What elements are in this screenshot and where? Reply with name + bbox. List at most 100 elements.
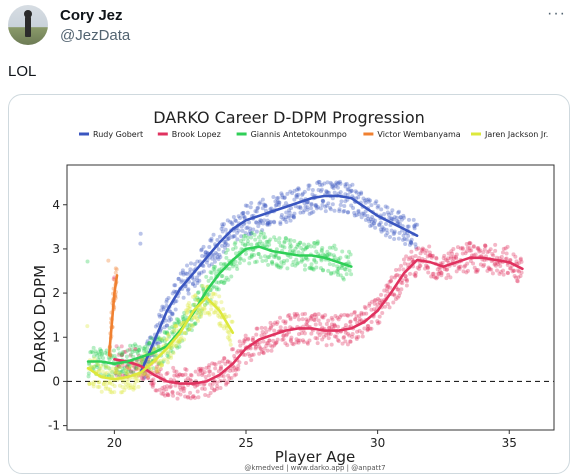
scatter-point bbox=[306, 318, 311, 323]
scatter-point bbox=[313, 322, 318, 327]
scatter-point bbox=[165, 393, 170, 398]
scatter-point bbox=[161, 388, 166, 393]
scatter-point bbox=[299, 259, 304, 264]
legend-label: Brook Lopez bbox=[172, 130, 221, 139]
scatter-point bbox=[268, 320, 273, 325]
scatter-point bbox=[119, 369, 124, 374]
scatter-point bbox=[91, 354, 96, 359]
scatter-point bbox=[445, 267, 450, 272]
trend-line-brook-lopez bbox=[113, 256, 524, 385]
scatter-point bbox=[125, 365, 130, 370]
scatter-point bbox=[235, 350, 240, 355]
scatter-point bbox=[244, 226, 249, 231]
scatter-point bbox=[272, 235, 277, 240]
scatter-point bbox=[304, 322, 309, 327]
scatter-point bbox=[274, 262, 279, 267]
author-handle[interactable]: @JezData bbox=[60, 27, 131, 44]
scatter-point bbox=[242, 215, 247, 220]
scatter-point bbox=[368, 217, 373, 222]
scatter-point bbox=[131, 369, 136, 374]
scatter-point bbox=[279, 215, 284, 220]
scatter-point bbox=[511, 268, 516, 273]
scatter-point bbox=[192, 322, 197, 327]
scatter-point bbox=[385, 283, 390, 288]
scatter-point bbox=[209, 386, 214, 391]
tweet-media-chart[interactable]: DARKO Career D-DPM Progression Rudy Gobe… bbox=[8, 94, 570, 474]
scatter-point bbox=[257, 340, 262, 345]
scatter-point bbox=[475, 268, 480, 273]
scatter-point bbox=[227, 360, 232, 365]
scatter-point bbox=[162, 325, 167, 330]
scatter-point bbox=[267, 239, 272, 244]
scatter-point bbox=[313, 335, 318, 340]
scatter-point bbox=[414, 245, 419, 250]
scatter-point bbox=[92, 364, 97, 369]
scatter-point bbox=[153, 388, 158, 393]
scatter-point bbox=[218, 261, 223, 266]
scatter-point bbox=[365, 326, 370, 331]
scatter-point bbox=[125, 348, 130, 353]
scatter-brook-lopez bbox=[111, 240, 524, 401]
scatter-point bbox=[360, 334, 365, 339]
author-name[interactable]: Cory Jez bbox=[60, 7, 123, 24]
scatter-point bbox=[469, 248, 474, 253]
scatter-point bbox=[503, 257, 508, 262]
scatter-point bbox=[170, 389, 175, 394]
scatter-point bbox=[140, 359, 145, 364]
scatter-point bbox=[347, 268, 352, 273]
scatter-point bbox=[117, 371, 122, 376]
scatter-point bbox=[233, 251, 238, 256]
scatter-point bbox=[186, 291, 191, 296]
scatter-point bbox=[409, 249, 414, 254]
scatter-point bbox=[226, 380, 231, 385]
scatter-point bbox=[381, 228, 386, 233]
scatter-point bbox=[214, 287, 219, 292]
scatter-point bbox=[495, 268, 500, 273]
scatter-point bbox=[253, 209, 258, 214]
scatter-point bbox=[326, 190, 331, 195]
scatter-point bbox=[222, 243, 227, 248]
scatter-point bbox=[296, 242, 301, 247]
scatter-point bbox=[288, 218, 293, 223]
scatter-point bbox=[147, 342, 152, 347]
scatter-point bbox=[346, 260, 351, 265]
scatter-point bbox=[467, 248, 472, 253]
more-options-icon[interactable]: ··· bbox=[547, 5, 566, 22]
scatter-point bbox=[165, 323, 170, 328]
scatter-point bbox=[487, 249, 492, 254]
scatter-point bbox=[186, 327, 191, 332]
scatter-point bbox=[193, 369, 198, 374]
scatter-point bbox=[286, 238, 291, 243]
scatter-point bbox=[212, 379, 217, 384]
scatter-point bbox=[296, 340, 301, 345]
scatter-point bbox=[267, 338, 272, 343]
scatter-point bbox=[213, 366, 218, 371]
scatter-point bbox=[130, 350, 135, 355]
scatter-point bbox=[336, 191, 341, 196]
scatter-point bbox=[311, 240, 316, 245]
scatter-point bbox=[291, 215, 296, 220]
scatter-point bbox=[244, 360, 249, 365]
scatter-point bbox=[85, 259, 90, 264]
scatter-point bbox=[330, 185, 335, 190]
scatter-point bbox=[260, 206, 265, 211]
scatter-point bbox=[131, 387, 136, 392]
scatter-point bbox=[128, 365, 133, 370]
scatter-point bbox=[183, 372, 188, 377]
scatter-point bbox=[173, 322, 178, 327]
scatter-point bbox=[185, 395, 190, 400]
scatter-point bbox=[350, 182, 355, 187]
scatter-point bbox=[413, 270, 418, 275]
scatter-point bbox=[137, 348, 142, 353]
scatter-point bbox=[280, 337, 285, 342]
scatter-point bbox=[363, 209, 368, 214]
scatter-point bbox=[300, 317, 305, 322]
avatar[interactable] bbox=[8, 5, 48, 45]
scatter-point bbox=[263, 204, 268, 209]
scatter-point bbox=[184, 308, 189, 313]
scatter-point bbox=[120, 385, 125, 390]
scatter-point bbox=[114, 370, 119, 375]
scatter-point bbox=[222, 356, 227, 361]
scatter-point bbox=[340, 341, 345, 346]
scatter-point bbox=[307, 211, 312, 216]
